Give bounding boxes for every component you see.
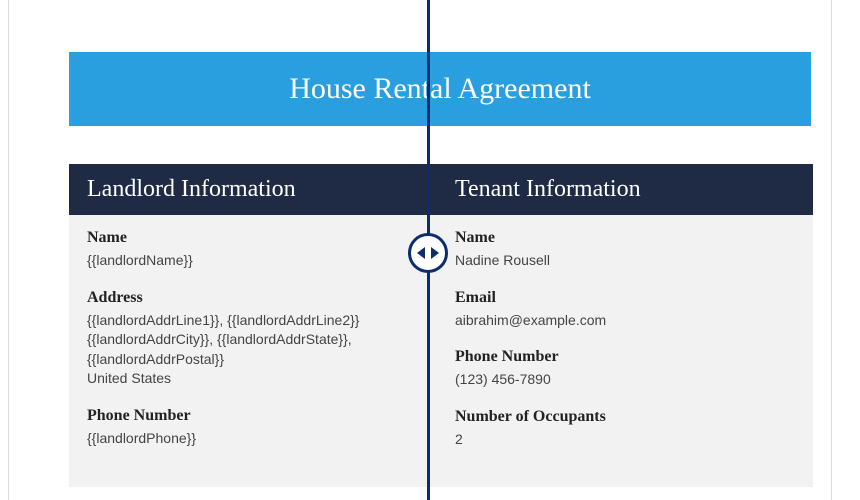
comparison-slider-handle[interactable] (408, 233, 448, 273)
landlord-name-label: Name (87, 229, 423, 247)
tenant-name-label: Name (455, 229, 795, 247)
landlord-section-header: Landlord Information (69, 164, 441, 215)
tenant-email-field: Email aibrahim@example.com (455, 289, 795, 331)
tenant-email-label: Email (455, 289, 795, 307)
landlord-section-title: Landlord Information (87, 176, 296, 202)
tenant-email-value: aibrahim@example.com (455, 311, 795, 331)
tenant-phone-field: Phone Number (123) 456-7890 (455, 348, 795, 390)
chevron-left-icon (417, 247, 425, 259)
landlord-section-body: Name {{landlordName}} Address {{landlord… (69, 215, 441, 487)
tenant-occupants-field: Number of Occupants 2 (455, 408, 795, 450)
tenant-name-field: Name Nadine Rousell (455, 229, 795, 271)
landlord-address-field: Address {{landlordAddrLine1}}, {{landlor… (87, 289, 423, 389)
landlord-phone-label: Phone Number (87, 407, 423, 425)
tenant-section-header: Tenant Information (441, 164, 813, 215)
tenant-occupants-value: 2 (455, 430, 795, 450)
tenant-phone-label: Phone Number (455, 348, 795, 366)
landlord-address-line3: {{landlordAddrPostal}} (87, 350, 423, 370)
tenant-phone-value: (123) 456-7890 (455, 370, 795, 390)
tenant-column: Tenant Information Name Nadine Rousell E… (441, 164, 813, 487)
landlord-address-line2: {{landlordAddrCity}}, {{landlordAddrStat… (87, 330, 423, 350)
tenant-section-body: Name Nadine Rousell Email aibrahim@examp… (441, 215, 813, 487)
tenant-occupants-label: Number of Occupants (455, 408, 795, 426)
landlord-phone-field: Phone Number {{landlordPhone}} (87, 407, 423, 449)
landlord-phone-value: {{landlordPhone}} (87, 429, 423, 449)
landlord-address-label: Address (87, 289, 423, 307)
tenant-section-title: Tenant Information (455, 176, 641, 202)
document-title: House Rental Agreement (289, 72, 591, 106)
title-banner: House Rental Agreement (69, 52, 811, 126)
landlord-address-line4: United States (87, 369, 423, 389)
tenant-name-value: Nadine Rousell (455, 251, 795, 271)
landlord-column: Landlord Information Name {{landlordName… (69, 164, 441, 487)
landlord-address-line1: {{landlordAddrLine1}}, {{landlordAddrLin… (87, 311, 423, 331)
landlord-name-value: {{landlordName}} (87, 251, 423, 271)
landlord-name-field: Name {{landlordName}} (87, 229, 423, 271)
chevron-right-icon (431, 247, 439, 259)
landlord-address-value: {{landlordAddrLine1}}, {{landlordAddrLin… (87, 311, 423, 389)
